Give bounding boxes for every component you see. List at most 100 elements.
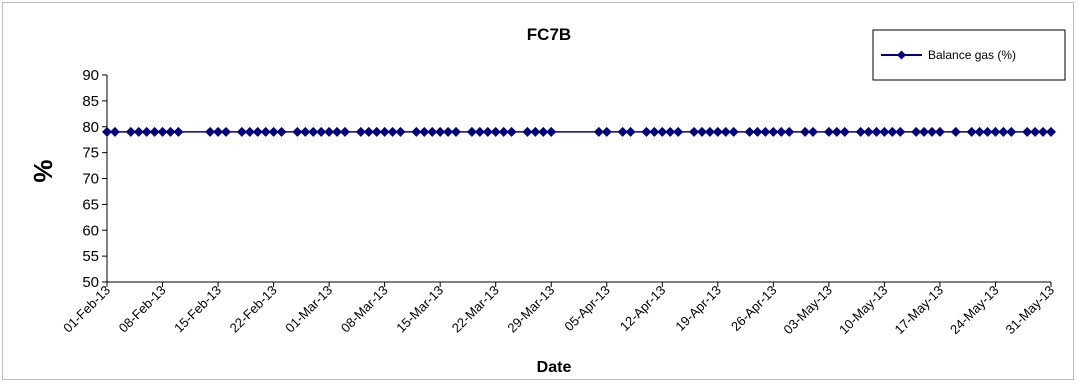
data-point-marker — [236, 126, 247, 137]
data-point-marker — [332, 126, 343, 137]
data-point-marker — [760, 126, 771, 137]
y-axis-title: % — [28, 159, 58, 182]
data-point-marker — [1046, 126, 1056, 137]
data-point-marker — [268, 126, 279, 137]
x-tick-label: 15-Mar-13 — [393, 283, 446, 336]
x-tick-label: 22-Feb-13 — [227, 283, 280, 336]
x-tick-label: 15-Feb-13 — [171, 283, 224, 336]
legend: Balance gas (%) — [872, 29, 1066, 81]
x-tick-label: 17-May-13 — [892, 283, 947, 338]
x-tick-label: 01-Mar-13 — [282, 283, 335, 336]
data-point-marker — [419, 126, 430, 137]
data-point-marker — [474, 126, 485, 137]
chart-title: FC7B — [527, 25, 571, 44]
data-point-marker — [482, 126, 493, 137]
x-tick-label: 08-Feb-13 — [116, 283, 169, 336]
data-point-marker — [911, 126, 922, 137]
data-point-marker — [704, 126, 715, 137]
data-point-marker — [324, 126, 335, 137]
data-point-marker — [728, 126, 739, 137]
data-point-marker — [387, 126, 398, 137]
x-tick-label: 24-May-13 — [947, 283, 1002, 338]
data-point-marker — [649, 126, 660, 137]
data-point-marker — [657, 126, 668, 137]
data-point-marker — [109, 126, 120, 137]
data-point-marker — [141, 126, 152, 137]
data-point-marker — [395, 126, 406, 137]
data-point-marker — [831, 126, 842, 137]
data-point-marker — [998, 126, 1009, 137]
series-group — [102, 126, 1056, 137]
y-tick-label: 60 — [82, 222, 99, 239]
data-point-marker — [696, 126, 707, 137]
data-point-marker — [252, 126, 263, 137]
data-point-marker — [125, 126, 136, 137]
data-point-marker — [205, 126, 216, 137]
data-point-marker — [625, 126, 636, 137]
data-point-marker — [339, 126, 350, 137]
data-point-marker — [220, 126, 231, 137]
data-point-marker — [641, 126, 652, 137]
y-axis-ticks: 50 55 60 65 70 75 80 85 90 — [82, 67, 107, 291]
data-point-marker — [530, 126, 541, 137]
data-point-marker — [919, 126, 930, 137]
data-point-marker — [990, 126, 1001, 137]
data-point-marker — [871, 126, 882, 137]
x-tick-label: 03-May-13 — [780, 283, 835, 338]
data-point-marker — [927, 126, 938, 137]
data-point-marker — [776, 126, 787, 137]
y-tick-label: 55 — [82, 248, 99, 265]
x-axis-ticks: 01-Feb-13 08-Feb-13 15-Feb-13 22-Feb-13 01-M… — [60, 282, 1057, 337]
data-point-marker — [308, 126, 319, 137]
data-point-marker — [863, 126, 874, 137]
data-point-marker — [1006, 126, 1017, 137]
data-point-marker — [149, 126, 160, 137]
data-point-marker — [887, 126, 898, 137]
x-axis-title: Date — [537, 359, 572, 376]
data-point-marker — [1022, 126, 1033, 137]
x-tick-label: 29-Mar-13 — [504, 283, 557, 336]
data-point-marker — [371, 126, 382, 137]
data-point-marker — [808, 126, 819, 137]
y-tick-label: 80 — [82, 119, 99, 136]
data-point-marker — [752, 126, 763, 137]
data-point-marker — [173, 126, 184, 137]
data-point-marker — [363, 126, 374, 137]
data-point-marker — [895, 126, 906, 137]
data-point-marker — [950, 126, 961, 137]
data-point-marker — [784, 126, 795, 137]
x-tick-label: 26-Apr-13 — [728, 283, 779, 334]
data-point-marker — [712, 126, 723, 137]
data-point-marker — [934, 126, 945, 137]
data-point-marker — [435, 126, 446, 137]
y-tick-label: 50 — [82, 274, 99, 291]
data-point-marker — [466, 126, 477, 137]
data-point-marker — [443, 126, 454, 137]
data-point-marker — [744, 126, 755, 137]
data-point-marker — [879, 126, 890, 137]
x-tick-label: 31-May-13 — [1003, 283, 1058, 338]
data-point-marker — [839, 126, 850, 137]
data-point-marker — [689, 126, 700, 137]
x-tick-label: 12-Apr-13 — [617, 283, 668, 334]
data-point-marker — [300, 126, 311, 137]
data-point-marker — [1038, 126, 1049, 137]
data-point-marker — [427, 126, 438, 137]
data-point-marker — [133, 126, 144, 137]
x-tick-label: 08-Mar-13 — [338, 283, 391, 336]
data-point-marker — [522, 126, 533, 137]
data-point-marker — [498, 126, 509, 137]
data-point-marker — [768, 126, 779, 137]
data-point-marker — [538, 126, 549, 137]
data-point-marker — [490, 126, 501, 137]
data-point-marker — [379, 126, 390, 137]
data-point-marker — [292, 126, 303, 137]
data-point-marker — [506, 126, 517, 137]
x-tick-label: 19-Apr-13 — [672, 283, 723, 334]
data-point-marker — [966, 126, 977, 137]
y-tick-label: 90 — [82, 67, 99, 84]
data-point-marker — [593, 126, 604, 137]
x-tick-label: 05-Apr-13 — [561, 283, 612, 334]
data-point-marker — [823, 126, 834, 137]
